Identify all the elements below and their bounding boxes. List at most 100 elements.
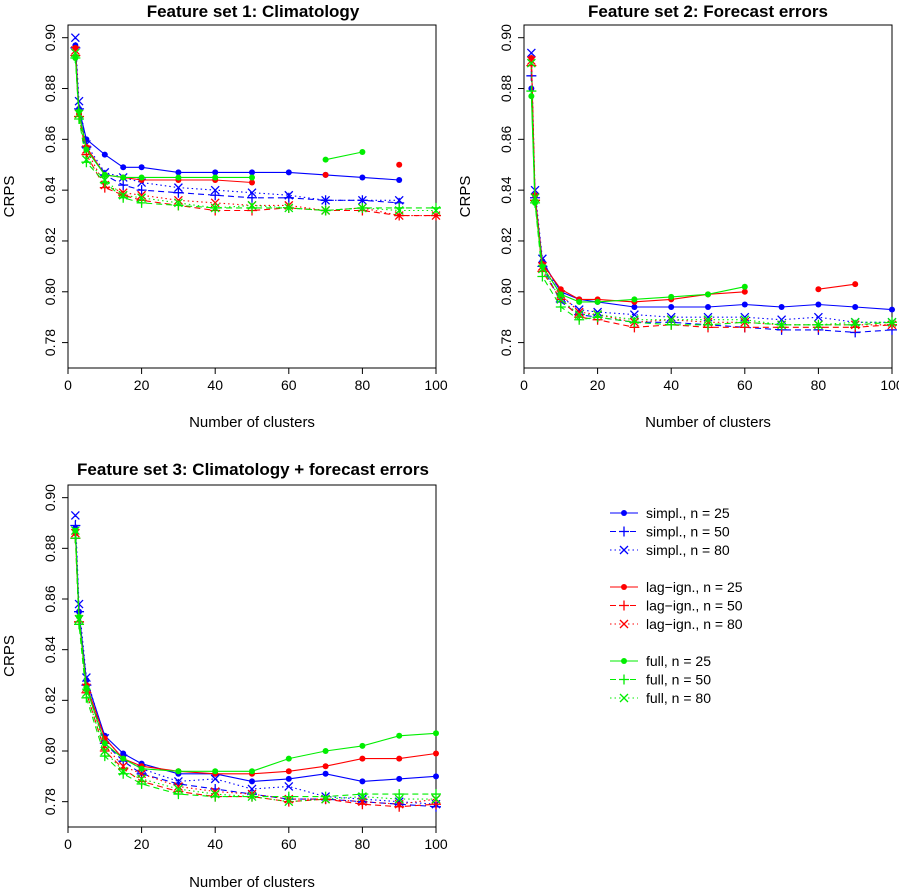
x-tick-label: 0 xyxy=(64,836,72,852)
data-point xyxy=(101,151,108,158)
series-path xyxy=(530,52,892,323)
data-point xyxy=(431,799,441,810)
series-path xyxy=(530,91,893,326)
y-axis-label: CRPS xyxy=(1,635,18,677)
y-tick-label: 0.78 xyxy=(42,788,58,815)
data-point xyxy=(574,314,585,325)
data-point xyxy=(120,755,127,762)
data-point xyxy=(813,312,823,322)
data-point xyxy=(212,169,219,176)
data-point xyxy=(321,794,331,804)
data-point xyxy=(322,763,329,770)
data-point xyxy=(574,307,584,317)
series-line xyxy=(526,60,897,333)
data-point xyxy=(741,288,748,295)
data-point xyxy=(537,271,548,282)
legend-swatch-marker xyxy=(621,510,627,516)
legend-item: full, n = 50 xyxy=(610,672,711,688)
data-point xyxy=(81,688,91,698)
data-point xyxy=(359,149,366,156)
data-point xyxy=(118,190,128,200)
data-point xyxy=(526,48,536,58)
data-point xyxy=(629,315,639,325)
data-point xyxy=(594,298,601,305)
series-path xyxy=(74,57,436,212)
data-point xyxy=(70,510,80,520)
panel-2: Feature set 2: Forecast errors 0 20 40 60 80 1… xyxy=(457,2,899,431)
data-point xyxy=(120,164,127,171)
data-point xyxy=(74,96,84,106)
data-point xyxy=(212,768,219,775)
x-tick-label: 20 xyxy=(590,377,606,393)
data-point xyxy=(175,174,182,181)
data-point xyxy=(740,315,750,325)
data-point xyxy=(741,301,748,308)
y-tick-label: 0.84 xyxy=(498,176,514,203)
x-tick-label: 80 xyxy=(811,377,827,393)
legend-label: full, n = 50 xyxy=(646,672,711,688)
data-point xyxy=(321,195,331,205)
data-point xyxy=(173,187,184,198)
y-tick-label: 0.82 xyxy=(42,227,58,254)
data-point xyxy=(778,304,785,311)
data-point xyxy=(136,778,147,789)
plot-frame xyxy=(67,24,437,369)
data-point xyxy=(703,315,713,325)
series-line xyxy=(526,58,897,330)
x-axis-label: Number of clusters xyxy=(645,414,771,431)
data-point xyxy=(173,198,183,208)
data-point xyxy=(631,296,638,303)
data-point xyxy=(173,183,183,193)
y-tick-label: 0.86 xyxy=(42,125,58,152)
data-point xyxy=(396,775,403,782)
x-axis-label: Number of clusters xyxy=(189,874,315,891)
data-point xyxy=(284,190,294,200)
data-point xyxy=(396,161,403,168)
y-tick-label: 0.80 xyxy=(42,278,58,305)
legend-item: lag−ign., n = 25 xyxy=(610,579,743,595)
legend-item: simpl., n = 80 xyxy=(610,542,730,558)
data-point xyxy=(285,768,292,775)
legend-item: lag−ign., n = 80 xyxy=(610,616,743,632)
series-path xyxy=(74,57,363,178)
data-point xyxy=(138,174,145,181)
data-point xyxy=(70,526,80,536)
series-path xyxy=(75,48,399,183)
data-point xyxy=(394,206,404,215)
data-point xyxy=(431,206,441,215)
data-point xyxy=(813,320,823,330)
data-point xyxy=(99,751,110,762)
x-tick-label: 0 xyxy=(64,377,72,393)
series-path xyxy=(74,530,437,772)
series-line xyxy=(72,527,439,775)
x-tick-label: 100 xyxy=(424,836,448,852)
x-tick-label: 20 xyxy=(134,377,150,393)
series-path xyxy=(530,96,745,303)
data-point xyxy=(247,202,257,213)
data-point xyxy=(74,614,84,624)
data-point xyxy=(593,307,603,317)
y-tick-label: 0.90 xyxy=(42,24,58,51)
panel-title: Feature set 1: Climatology xyxy=(147,2,360,21)
legend-swatch-marker xyxy=(619,545,629,555)
data-point xyxy=(284,203,294,213)
data-point xyxy=(173,784,183,794)
data-point xyxy=(815,301,822,308)
x-tick-label: 100 xyxy=(880,377,899,393)
x-tick-label: 20 xyxy=(134,836,150,852)
data-point xyxy=(210,774,220,784)
plot-frame xyxy=(67,484,437,828)
data-point xyxy=(81,673,91,682)
data-point xyxy=(74,599,84,609)
legend-swatch-marker xyxy=(619,693,629,703)
series-path xyxy=(530,63,892,326)
series-path xyxy=(74,533,437,775)
data-point xyxy=(101,171,108,178)
series-path xyxy=(74,45,400,181)
data-point xyxy=(285,755,292,762)
y-tick-label: 0.78 xyxy=(498,329,514,356)
data-point xyxy=(887,317,897,327)
data-point xyxy=(81,692,92,703)
y-tick-label: 0.82 xyxy=(498,227,514,254)
legend-swatch-marker xyxy=(621,658,627,664)
